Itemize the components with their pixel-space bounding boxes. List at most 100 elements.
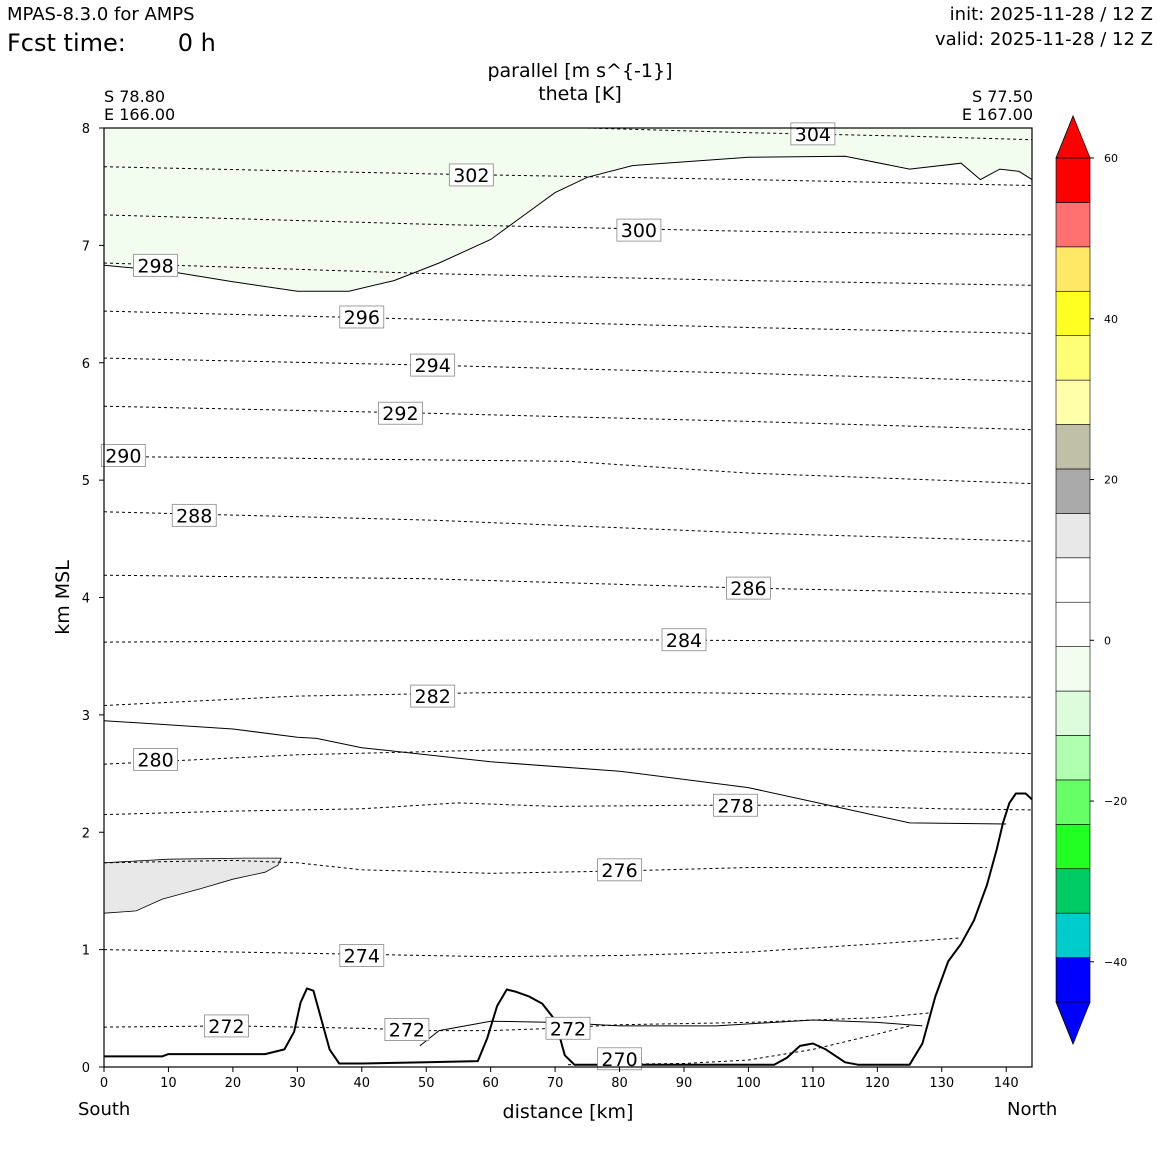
terrain-fill — [104, 793, 1032, 1067]
colorbar-bin-8 — [1055, 601, 1091, 647]
chart-title-theta: theta [K] — [538, 83, 622, 105]
theta-contour-300 — [103, 214, 1033, 236]
valid-time: valid: 2025-11-28 / 12 Z — [935, 29, 1153, 50]
colorbar-extend-high — [1055, 114, 1091, 159]
left-endpoint-direction: South — [78, 1099, 131, 1120]
theta-label-box-296 — [339, 305, 385, 329]
theta-label-box-294 — [410, 353, 456, 377]
colorbar-tick-label-2: 0 — [1104, 634, 1111, 647]
colorbar-tick-label-5: 60 — [1104, 152, 1118, 165]
theta-label-280: 280 — [137, 749, 173, 771]
theta-label-276: 276 — [601, 860, 637, 882]
x-tick-label-140: 140 — [994, 1076, 1019, 1091]
y-tick-label-1: 1 — [82, 944, 90, 959]
shaded-region-1 — [104, 858, 282, 914]
wind-contour-gray-region — [103, 857, 282, 914]
theta-contour-276 — [103, 859, 987, 874]
theta-label-box-292 — [378, 401, 423, 425]
x-tick-label-60: 60 — [482, 1076, 499, 1091]
colorbar-bin-2 — [1055, 868, 1091, 914]
x-tick-label-40: 40 — [354, 1076, 371, 1091]
theta-label-302: 302 — [453, 165, 489, 187]
colorbar-bin-3 — [1055, 824, 1091, 870]
right-endpoint-direction: North — [1007, 1099, 1058, 1120]
left-endpoint-coords: S 78.80 E 166.00 — [104, 88, 175, 124]
colorbar-extend-low — [1055, 1001, 1091, 1046]
theta-label-278: 278 — [717, 795, 753, 817]
theta-contour-294 — [103, 357, 1033, 382]
x-tick-label-90: 90 — [676, 1076, 693, 1091]
y-tick-label-7: 7 — [82, 239, 90, 254]
theta-label-box-284 — [661, 628, 707, 652]
app-title: MPAS-8.3.0 for AMPS — [7, 4, 195, 25]
y-tick-label-5: 5 — [82, 474, 90, 489]
wind-contour-2 — [419, 1019, 923, 1047]
y-tick-label-3: 3 — [82, 709, 90, 724]
theta-label-284: 284 — [666, 630, 702, 652]
forecast-time: Fcst time: 0 h — [7, 29, 216, 57]
colorbar-bin-5 — [1055, 735, 1091, 781]
theta-contour-298 — [103, 262, 1033, 286]
theta-contour-280 — [103, 748, 1033, 765]
theta-label-box-278 — [713, 793, 758, 817]
theta-contour-288 — [103, 511, 1033, 542]
theta-contour-274 — [103, 937, 962, 958]
colorbar-bin-7 — [1055, 646, 1091, 692]
theta-label-270: 270 — [601, 1049, 637, 1071]
theta-label-box-290 — [100, 444, 146, 467]
forecast-time-value: 0 h — [177, 29, 216, 57]
theta-label-box-282 — [410, 684, 456, 708]
theta-label-box-286 — [726, 576, 771, 600]
y-tick-label-8: 8 — [82, 122, 90, 137]
colorbar-bin-14 — [1055, 335, 1091, 381]
theta-label-292: 292 — [382, 403, 418, 425]
theta-label-box-272 — [545, 1016, 591, 1040]
theta-label-294: 294 — [415, 355, 451, 377]
theta-label-box-274 — [339, 944, 385, 967]
colorbar-bin-0 — [1055, 957, 1091, 1003]
theta-contour-272 — [103, 1012, 929, 1032]
x-tick-label-80: 80 — [611, 1076, 628, 1091]
theta-label-290: 290 — [105, 445, 141, 467]
x-tick-label-10: 10 — [160, 1076, 177, 1091]
colorbar-bin-10 — [1055, 513, 1091, 559]
theta-contour-286 — [103, 574, 1033, 595]
theta-label-274: 274 — [344, 945, 380, 967]
x-tick-label-30: 30 — [289, 1076, 306, 1091]
colorbar-bin-18 — [1055, 157, 1091, 203]
x-tick-label-70: 70 — [547, 1076, 564, 1091]
wind-contour-0 — [103, 720, 1007, 825]
axes: 0 10 20 30 40 50 60 70 80 90 100 110 120 130 140 0 1 2 3 4 5… — [52, 122, 1033, 1123]
colorbar-tick-label-1: −20 — [1104, 795, 1127, 808]
colorbar-bin-16 — [1055, 246, 1091, 292]
y-tick-label-0: 0 — [82, 1061, 90, 1076]
colorbar-bin-11 — [1055, 468, 1091, 514]
colorbar: −40 −20 0 20 40 60 — [1055, 114, 1127, 1046]
init-time: init: 2025-11-28 / 12 Z — [949, 4, 1153, 25]
theta-label-286: 286 — [730, 578, 766, 600]
theta-label-272: 272 — [550, 1018, 586, 1040]
colorbar-bin-12 — [1055, 424, 1091, 470]
theta-label-box-302 — [448, 163, 494, 187]
theta-label-box-276 — [597, 858, 642, 882]
theta-contour-270 — [567, 1025, 910, 1066]
colorbar-bin-4 — [1055, 779, 1091, 825]
shaded-region-0 — [104, 128, 1032, 292]
theta-label-288: 288 — [176, 505, 212, 527]
wind-contours — [103, 155, 1033, 1047]
theta-label-282: 282 — [415, 686, 451, 708]
theta-label-box-280 — [133, 748, 178, 771]
x-tick-label-0: 0 — [100, 1076, 108, 1091]
x-axis-label: distance [km] — [503, 1101, 634, 1123]
theta-contour-296 — [103, 310, 1033, 334]
colorbar-bin-9 — [1055, 557, 1091, 603]
theta-label-272: 272 — [208, 1016, 244, 1038]
theta-contour-292 — [103, 405, 1033, 431]
shaded-regions — [104, 128, 1032, 914]
y-tick-label-2: 2 — [82, 826, 90, 841]
wind-contour-1 — [103, 155, 1033, 292]
colorbar-tick-label-0: −40 — [1104, 956, 1127, 969]
right-endpoint-coords: S 77.50 E 167.00 — [933, 88, 1033, 124]
theta-contour-278 — [103, 802, 1033, 816]
colorbar-bin-1 — [1055, 912, 1091, 958]
